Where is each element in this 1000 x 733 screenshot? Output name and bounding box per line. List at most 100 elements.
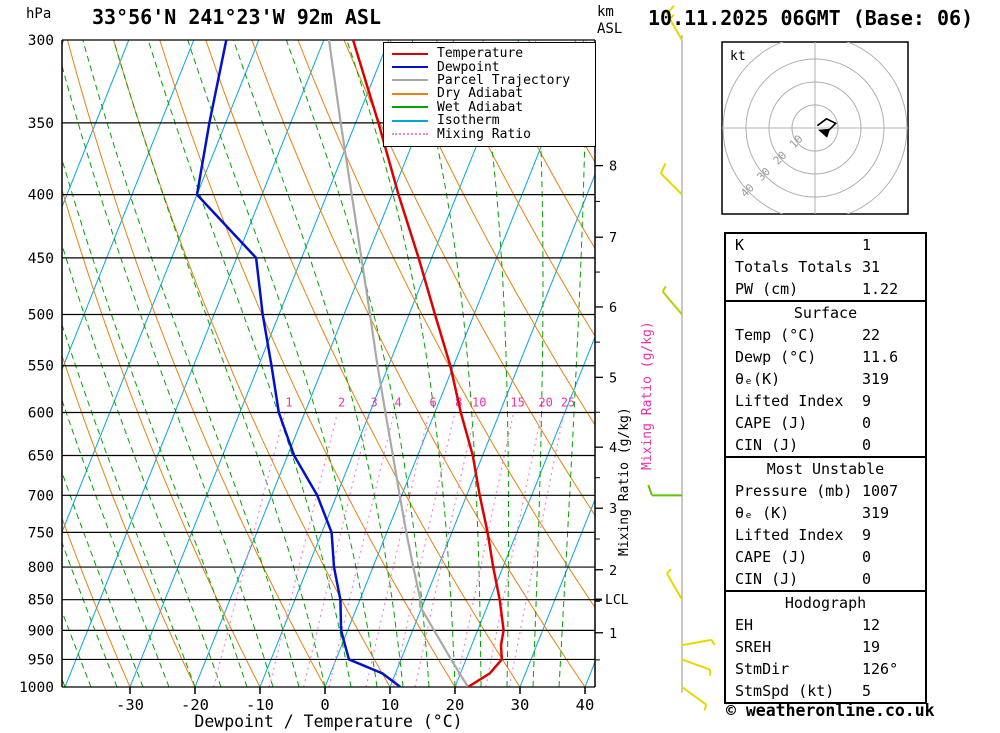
wind-barb (661, 290, 683, 316)
wind-barb (681, 638, 712, 647)
pressure-tick-label: 850 (28, 593, 54, 609)
km-tick-label: 8 (609, 159, 617, 175)
table-row-value: 1007 (862, 482, 899, 500)
hodograph-wind-trace (816, 117, 838, 138)
chart-legend: Temperature Dewpoint Parcel Trajectory Dry … (383, 42, 596, 147)
legend-item: Temperature (392, 47, 589, 60)
table-section-header: Hodograph (784, 594, 867, 612)
pressure-tick-label: 1000 (19, 680, 54, 696)
pressure-tick-label: 750 (28, 525, 54, 541)
table-row-value: 11.6 (862, 348, 899, 366)
copyright-watermark: © weatheronline.co.uk (726, 701, 935, 720)
table-row-label: CAPE (J) (735, 548, 808, 566)
temperature-axis-title: Dewpoint / Temperature (°C) (194, 712, 463, 731)
altitude-unit-label: km ASL (597, 4, 622, 38)
legend-item-label: Wet Adiabat (437, 99, 524, 115)
mixing-ratio-value-label: 3 (371, 395, 378, 409)
mixing-ratio-lines: 1 2 3 4 6 8 10 15 20 25 (213, 395, 575, 687)
legend-line-sample (392, 66, 428, 69)
legend-line-sample (392, 92, 428, 95)
mixing-ratio-value-label: 25 (561, 395, 575, 409)
table-row-label: StmDir (735, 660, 790, 678)
wind-barb (666, 573, 683, 601)
table-row-label: PW (cm) (735, 280, 799, 298)
mixing-ratio-value-label: 2 (338, 395, 345, 409)
sounding-profiles (195, 40, 505, 687)
table-row-label: Totals Totals (735, 258, 853, 276)
pressure-tick-label: 800 (28, 560, 54, 576)
temperature-axis: -30 -20 -10 0 10 20 30 40 (116, 687, 594, 714)
table-row-label: SREH (735, 638, 772, 656)
station-title: 33°56'N 241°23'W 92m ASL (92, 5, 381, 29)
table-row-value: 0 (862, 548, 872, 566)
dewpoint-curve (195, 40, 402, 687)
table-row-label: Temp (°C) (735, 326, 817, 344)
legend-line-sample (392, 52, 428, 55)
legend-item: Mixing Ratio (392, 127, 589, 141)
km-tick-label: 1 (609, 626, 617, 642)
table-row-label: Dewp (°C) (735, 348, 817, 366)
temperature-curve (351, 40, 505, 687)
table-row-label: Pressure (mb) (735, 482, 853, 500)
sounding-indices-table: K 1 Totals Totals 31 PW (cm) 1.22 Surface Temp … (724, 232, 927, 704)
mixing-ratio-axis-label: Mixing Ratio (g/kg) (617, 407, 632, 556)
wind-barb (681, 686, 707, 706)
legend-item: Parcel Trajectory (392, 74, 589, 87)
pressure-tick-label: 350 (28, 116, 54, 132)
mixing-ratio-value-label: 10 (472, 395, 486, 409)
table-row: CAPE (J) 0 (726, 412, 925, 434)
table-row: Lifted Index 9 (726, 390, 925, 412)
km-tick-label: 7 (609, 230, 617, 246)
pressure-tick-label: 400 (28, 188, 54, 204)
table-row: θₑ(K) 319 (726, 368, 925, 390)
temperature-tick-label: -10 (246, 696, 274, 714)
legend-item: Isotherm (392, 114, 589, 127)
km-tick-label: 3 (609, 501, 617, 517)
pressure-tick-label: 950 (28, 652, 54, 668)
wind-barb (681, 658, 711, 671)
table-row-value: 126° (862, 660, 899, 678)
table-row-value: 31 (862, 258, 881, 276)
table-row: Lifted Index 9 (726, 524, 925, 546)
legend-item-label: Isotherm (437, 113, 500, 129)
table-row: SREH 19 (726, 636, 925, 658)
table-section: Surface Temp (°C) 22 Dewp (°C) 11.6 θₑ(K) 319 L… (726, 300, 925, 456)
altitude-axis: 1 2 3 4 5 6 7 8 (595, 159, 617, 661)
legend-line-sample (392, 133, 428, 136)
temperature-tick-label: 10 (381, 696, 400, 714)
table-row: Totals Totals 31 (726, 256, 925, 278)
table-section: K 1 Totals Totals 31 PW (cm) 1.22 (726, 234, 925, 300)
table-row-label: Lifted Index (735, 392, 844, 410)
mixing-ratio-value-label: 6 (429, 395, 436, 409)
pressure-tick-label: 450 (28, 251, 54, 267)
wind-barb (660, 172, 683, 196)
table-row: Temp (°C) 22 (726, 324, 925, 346)
table-row-label: CAPE (J) (735, 414, 808, 432)
pressure-tick-label: 900 (28, 623, 54, 639)
legend-item-label: Dry Adiabat (437, 86, 524, 102)
table-section-header: Surface (793, 304, 858, 322)
legend-item-label: Dewpoint (437, 59, 500, 75)
table-row: Pressure (mb) 1007 (726, 480, 925, 502)
table-row-label: Lifted Index (735, 526, 844, 544)
table-row-value: 9 (862, 392, 872, 410)
legend-line-sample (392, 106, 428, 109)
table-row-value: 12 (862, 616, 881, 634)
table-row: CAPE (J) 0 (726, 546, 925, 568)
lcl-marker: LCL (595, 593, 629, 608)
isobars-and-pressure-axis: 300 350 400 450 500 550 600 650 700 750 800 850 900 9… (19, 33, 596, 696)
lcl-label: LCL (605, 593, 629, 608)
run-datetime: 10.11.2025 06GMT (Base: 06) (648, 6, 974, 30)
temperature-tick-label: 0 (320, 696, 329, 714)
table-row: StmDir 126° (726, 658, 925, 680)
table-row: CIN (J) 0 (726, 434, 925, 456)
pressure-tick-label: 300 (28, 33, 54, 49)
legend-item: Wet Adiabat (392, 101, 589, 114)
table-row-value: 319 (862, 370, 890, 388)
wind-barb-column (647, 4, 716, 711)
table-row-value: 0 (862, 570, 872, 588)
isotherm-lines (62, 40, 595, 687)
parcel-trajectory-curve (327, 40, 469, 687)
